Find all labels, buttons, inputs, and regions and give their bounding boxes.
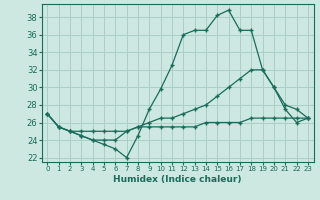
X-axis label: Humidex (Indice chaleur): Humidex (Indice chaleur) bbox=[113, 175, 242, 184]
